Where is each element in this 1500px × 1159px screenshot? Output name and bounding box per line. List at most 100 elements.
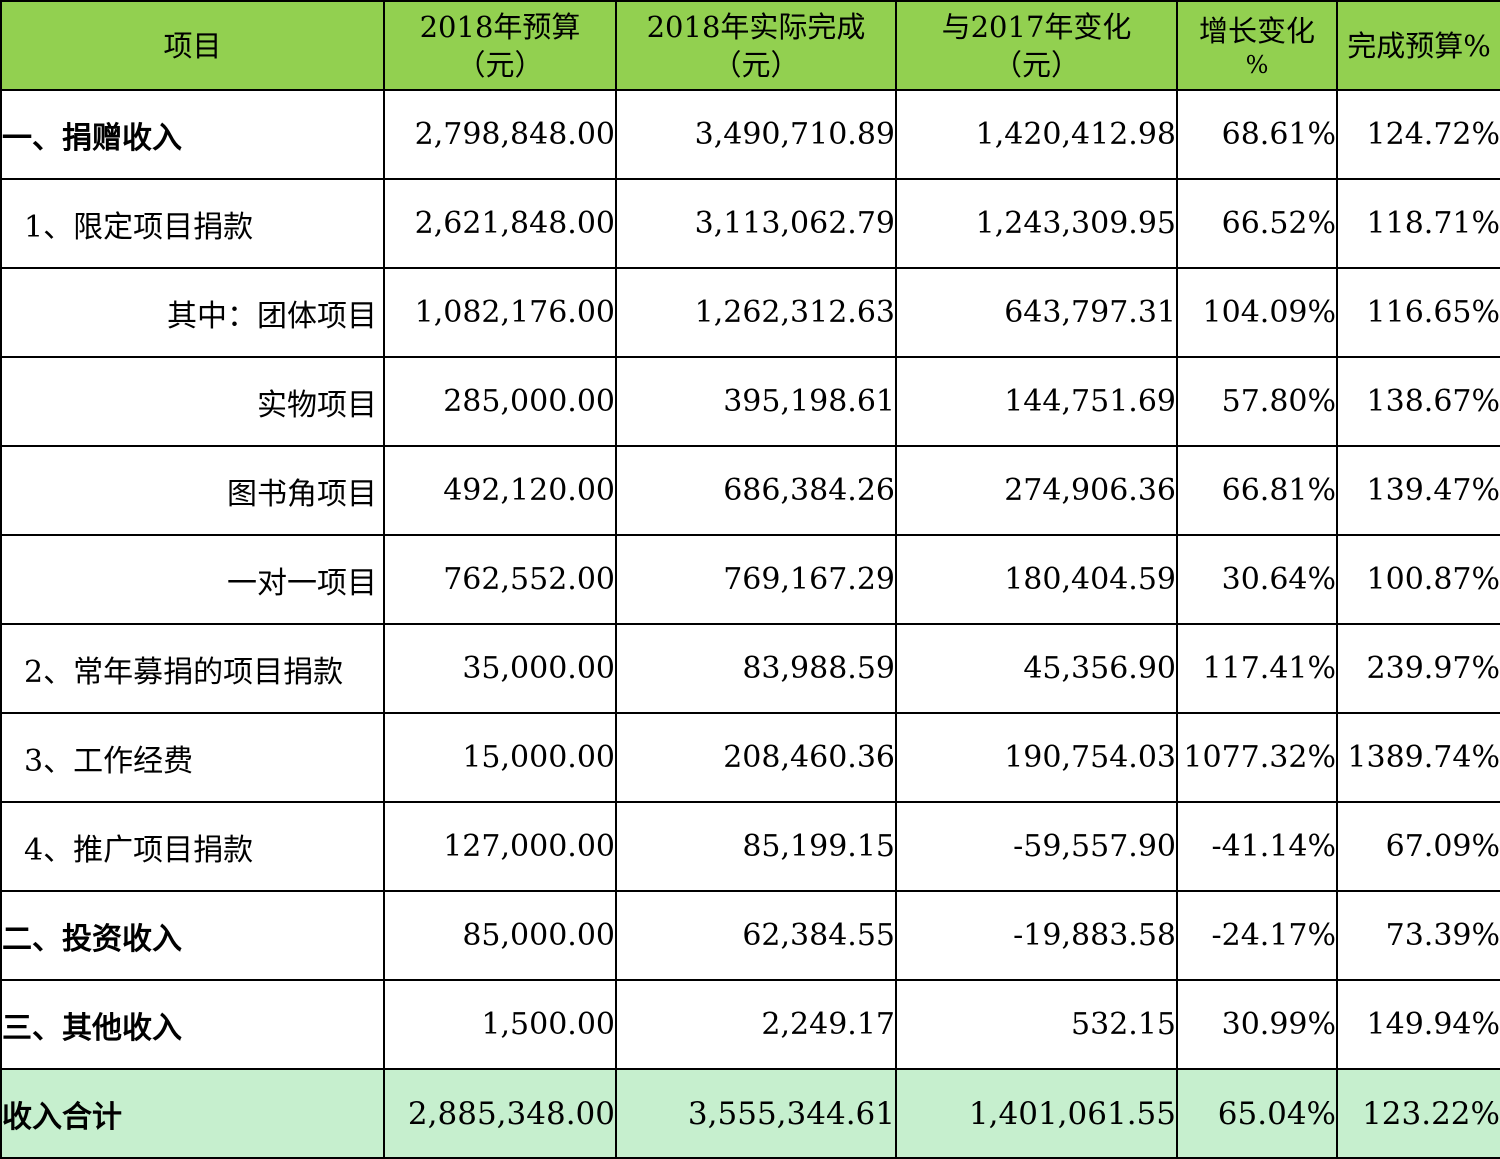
header-item: 项目 — [0, 0, 385, 91]
header-budget-label: 2018年预算 — [419, 9, 581, 44]
table-row: 图书角项目 492,120.00 686,384.26 274,906.36 6… — [0, 445, 1500, 536]
cell-change: 1,243,309.95 — [895, 178, 1178, 269]
header-change: 与2017年变化 （元） — [895, 0, 1178, 91]
cell-change: 274,906.36 — [895, 445, 1178, 536]
header-item-label: 项目 — [163, 28, 222, 63]
row-label: 三、其他收入 — [0, 979, 385, 1070]
cell-change: 45,356.90 — [895, 623, 1178, 714]
row-label: 4、推广项目捐款 — [0, 801, 385, 892]
row-label: 实物项目 — [0, 356, 385, 447]
table-row: 一对一项目 762,552.00 769,167.29 180,404.59 3… — [0, 534, 1500, 625]
total-change: 1,401,061.55 — [895, 1068, 1178, 1159]
header-completion: 完成预算% — [1336, 0, 1500, 91]
row-label: 一对一项目 — [0, 534, 385, 625]
table-row: 2、常年募捐的项目捐款 35,000.00 83,988.59 45,356.9… — [0, 623, 1500, 714]
cell-change: 144,751.69 — [895, 356, 1178, 447]
cell-actual: 3,113,062.79 — [615, 178, 897, 269]
total-completion: 123.22% — [1336, 1068, 1500, 1159]
row-label: 2、常年募捐的项目捐款 — [0, 623, 385, 714]
total-budget: 2,885,348.00 — [383, 1068, 617, 1159]
header-row: 项目 2018年预算 （元） 2018年实际完成 （元） 与2017年变化 （元… — [0, 0, 1500, 91]
header-change-unit: （元） — [992, 47, 1080, 82]
cell-growth: 30.64% — [1176, 534, 1338, 625]
cell-growth: 66.52% — [1176, 178, 1338, 269]
cell-actual: 208,460.36 — [615, 712, 897, 803]
cell-change: 1,420,412.98 — [895, 89, 1178, 180]
header-actual: 2018年实际完成 （元） — [615, 0, 897, 91]
cell-budget: 762,552.00 — [383, 534, 617, 625]
cell-completion: 124.72% — [1336, 89, 1500, 180]
cell-budget: 1,082,176.00 — [383, 267, 617, 358]
table-row: 1、限定项目捐款 2,621,848.00 3,113,062.79 1,243… — [0, 178, 1500, 269]
cell-budget: 285,000.00 — [383, 356, 617, 447]
cell-completion: 73.39% — [1336, 890, 1500, 981]
cell-growth: 57.80% — [1176, 356, 1338, 447]
header-budget: 2018年预算 （元） — [383, 0, 617, 91]
total-actual: 3,555,344.61 — [615, 1068, 897, 1159]
cell-completion: 138.67% — [1336, 356, 1500, 447]
cell-completion: 118.71% — [1336, 178, 1500, 269]
header-growth: 增长变化 % — [1176, 0, 1338, 91]
cell-actual: 83,988.59 — [615, 623, 897, 714]
cell-budget: 15,000.00 — [383, 712, 617, 803]
header-change-label: 与2017年变化 — [941, 9, 1132, 44]
cell-completion: 239.97% — [1336, 623, 1500, 714]
header-actual-unit: （元） — [712, 47, 800, 82]
total-row: 收入合计 2,885,348.00 3,555,344.61 1,401,061… — [0, 1068, 1500, 1159]
cell-completion: 1389.74% — [1336, 712, 1500, 803]
cell-budget: 1,500.00 — [383, 979, 617, 1070]
cell-growth: -41.14% — [1176, 801, 1338, 892]
cell-growth: 66.81% — [1176, 445, 1338, 536]
total-growth: 65.04% — [1176, 1068, 1338, 1159]
cell-budget: 492,120.00 — [383, 445, 617, 536]
cell-change: 532.15 — [895, 979, 1178, 1070]
header-completion-label: 完成预算% — [1347, 28, 1491, 63]
cell-actual: 686,384.26 — [615, 445, 897, 536]
row-label: 3、工作经费 — [0, 712, 385, 803]
header-growth-label: 增长变化 — [1198, 13, 1315, 48]
cell-actual: 2,249.17 — [615, 979, 897, 1070]
cell-actual: 395,198.61 — [615, 356, 897, 447]
cell-change: 190,754.03 — [895, 712, 1178, 803]
table-row: 3、工作经费 15,000.00 208,460.36 190,754.03 1… — [0, 712, 1500, 803]
cell-completion: 100.87% — [1336, 534, 1500, 625]
cell-completion: 139.47% — [1336, 445, 1500, 536]
cell-growth: -24.17% — [1176, 890, 1338, 981]
cell-growth: 68.61% — [1176, 89, 1338, 180]
cell-growth: 117.41% — [1176, 623, 1338, 714]
cell-change: -19,883.58 — [895, 890, 1178, 981]
cell-completion: 116.65% — [1336, 267, 1500, 358]
total-label: 收入合计 — [0, 1068, 385, 1159]
table-row: 4、推广项目捐款 127,000.00 85,199.15 -59,557.90… — [0, 801, 1500, 892]
cell-budget: 2,621,848.00 — [383, 178, 617, 269]
row-label: 一、捐赠收入 — [0, 89, 385, 180]
cell-growth: 30.99% — [1176, 979, 1338, 1070]
cell-budget: 85,000.00 — [383, 890, 617, 981]
cell-completion: 149.94% — [1336, 979, 1500, 1070]
row-label: 二、投资收入 — [0, 890, 385, 981]
cell-budget: 127,000.00 — [383, 801, 617, 892]
header-growth-unit: % — [1245, 50, 1269, 79]
table-row: 一、捐赠收入 2,798,848.00 3,490,710.89 1,420,4… — [0, 89, 1500, 180]
header-budget-unit: （元） — [456, 47, 544, 82]
header-actual-label: 2018年实际完成 — [646, 9, 866, 44]
cell-completion: 67.09% — [1336, 801, 1500, 892]
cell-growth: 104.09% — [1176, 267, 1338, 358]
cell-change: 180,404.59 — [895, 534, 1178, 625]
cell-actual: 1,262,312.63 — [615, 267, 897, 358]
cell-budget: 2,798,848.00 — [383, 89, 617, 180]
row-label: 1、限定项目捐款 — [0, 178, 385, 269]
table-row: 其中：团体项目 1,082,176.00 1,262,312.63 643,79… — [0, 267, 1500, 358]
table-row: 实物项目 285,000.00 395,198.61 144,751.69 57… — [0, 356, 1500, 447]
table-row: 三、其他收入 1,500.00 2,249.17 532.15 30.99% 1… — [0, 979, 1500, 1070]
row-label: 图书角项目 — [0, 445, 385, 536]
cell-budget: 35,000.00 — [383, 623, 617, 714]
cell-change: 643,797.31 — [895, 267, 1178, 358]
table-row: 二、投资收入 85,000.00 62,384.55 -19,883.58 -2… — [0, 890, 1500, 981]
cell-actual: 85,199.15 — [615, 801, 897, 892]
cell-change: -59,557.90 — [895, 801, 1178, 892]
cell-actual: 62,384.55 — [615, 890, 897, 981]
cell-growth: 1077.32% — [1176, 712, 1338, 803]
cell-actual: 3,490,710.89 — [615, 89, 897, 180]
